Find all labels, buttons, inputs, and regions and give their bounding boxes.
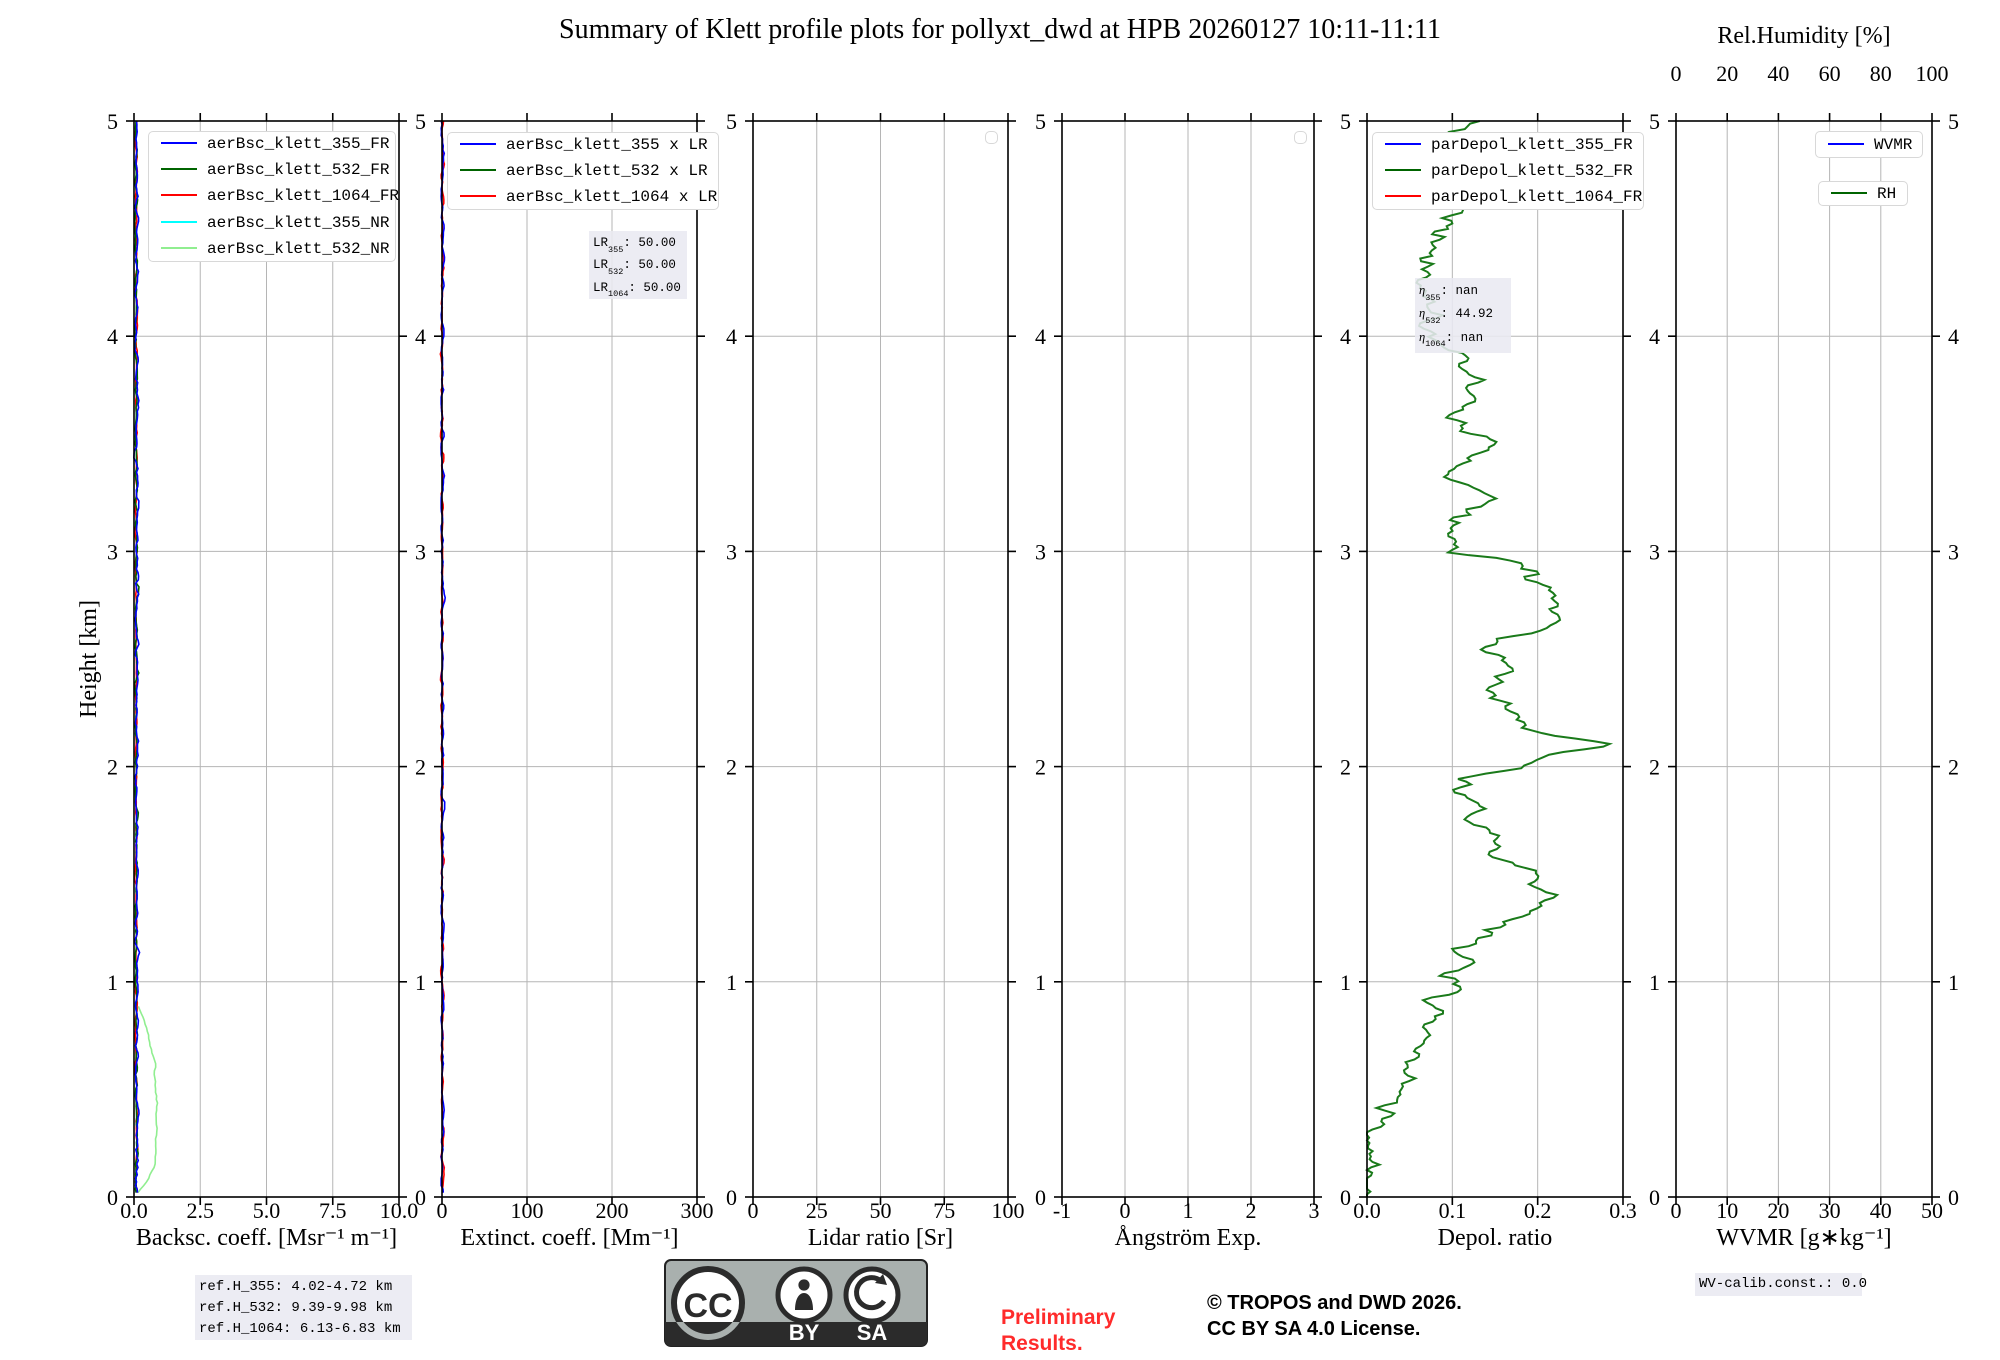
svg-text:75: 75 — [933, 1198, 955, 1223]
svg-text:Depol. ratio: Depol. ratio — [1438, 1225, 1553, 1251]
svg-text:BY: BY — [789, 1320, 820, 1345]
svg-text:5: 5 — [1649, 109, 1660, 134]
svg-text:4: 4 — [1948, 324, 1959, 349]
svg-text:Height [km]: Height [km] — [76, 600, 102, 718]
svg-text:4: 4 — [1035, 324, 1046, 349]
svg-text:0.3: 0.3 — [1609, 1198, 1637, 1223]
svg-text:1: 1 — [415, 970, 426, 995]
svg-text:0: 0 — [1948, 1185, 1959, 1210]
svg-text:0: 0 — [1340, 1185, 1351, 1210]
svg-text:0: 0 — [748, 1198, 759, 1223]
svg-text:3: 3 — [415, 539, 426, 564]
svg-text:SA: SA — [857, 1320, 888, 1345]
svg-text:40: 40 — [1767, 61, 1789, 86]
svg-text:0: 0 — [415, 1185, 426, 1210]
svg-text:0: 0 — [1035, 1185, 1046, 1210]
svg-text:20: 20 — [1767, 1198, 1789, 1223]
svg-text:3: 3 — [726, 539, 737, 564]
svg-text:5: 5 — [1035, 109, 1046, 134]
svg-text:4: 4 — [1649, 324, 1660, 349]
svg-text:10: 10 — [1716, 1198, 1738, 1223]
svg-text:Backsc. coeff. [Msr⁻¹ m⁻¹]: Backsc. coeff. [Msr⁻¹ m⁻¹] — [136, 1225, 397, 1251]
svg-text:2: 2 — [1649, 755, 1660, 780]
svg-text:60: 60 — [1819, 61, 1841, 86]
svg-text:Lidar ratio [Sr]: Lidar ratio [Sr] — [808, 1225, 953, 1251]
svg-text:0: 0 — [1671, 1198, 1682, 1223]
svg-text:20: 20 — [1716, 61, 1738, 86]
svg-text:7.5: 7.5 — [319, 1198, 347, 1223]
svg-text:5: 5 — [1948, 109, 1959, 134]
svg-text:100: 100 — [1916, 61, 1949, 86]
svg-text:1: 1 — [1183, 1198, 1194, 1223]
svg-text:1: 1 — [1340, 970, 1351, 995]
svg-text:300: 300 — [681, 1198, 714, 1223]
svg-text:1: 1 — [1649, 970, 1660, 995]
svg-text:40: 40 — [1870, 1198, 1892, 1223]
svg-text:10.0: 10.0 — [380, 1198, 419, 1223]
svg-text:2: 2 — [415, 755, 426, 780]
svg-text:2: 2 — [1246, 1198, 1257, 1223]
svg-text:3: 3 — [1948, 539, 1959, 564]
svg-text:4: 4 — [726, 324, 737, 349]
svg-text:100: 100 — [992, 1198, 1025, 1223]
svg-text:50: 50 — [870, 1198, 892, 1223]
svg-text:5: 5 — [1340, 109, 1351, 134]
svg-text:4: 4 — [1340, 324, 1351, 349]
svg-text:1: 1 — [1948, 970, 1959, 995]
svg-text:3: 3 — [1340, 539, 1351, 564]
svg-text:5: 5 — [415, 109, 426, 134]
svg-text:200: 200 — [596, 1198, 629, 1223]
svg-text:3: 3 — [1649, 539, 1660, 564]
svg-text:0: 0 — [1649, 1185, 1660, 1210]
svg-text:2: 2 — [1340, 755, 1351, 780]
svg-text:3: 3 — [1035, 539, 1046, 564]
svg-text:2: 2 — [1035, 755, 1046, 780]
svg-text:80: 80 — [1870, 61, 1892, 86]
svg-text:5: 5 — [726, 109, 737, 134]
svg-text:CC: CC — [683, 1287, 732, 1325]
svg-text:1: 1 — [107, 970, 118, 995]
svg-text:0.1: 0.1 — [1439, 1198, 1467, 1223]
svg-text:1: 1 — [1035, 970, 1046, 995]
svg-text:50: 50 — [1921, 1198, 1943, 1223]
svg-text:0.0: 0.0 — [1353, 1198, 1381, 1223]
svg-text:0: 0 — [437, 1198, 448, 1223]
svg-text:2: 2 — [1948, 755, 1959, 780]
svg-text:0: 0 — [1671, 61, 1682, 86]
svg-text:2.5: 2.5 — [187, 1198, 215, 1223]
svg-text:0.2: 0.2 — [1524, 1198, 1552, 1223]
svg-text:0: 0 — [107, 1185, 118, 1210]
svg-text:Extinct. coeff. [Mm⁻¹]: Extinct. coeff. [Mm⁻¹] — [460, 1225, 678, 1251]
svg-text:2: 2 — [726, 755, 737, 780]
svg-text:3: 3 — [107, 539, 118, 564]
svg-text:30: 30 — [1819, 1198, 1841, 1223]
svg-text:1: 1 — [726, 970, 737, 995]
svg-text:100: 100 — [511, 1198, 544, 1223]
svg-text:5.0: 5.0 — [253, 1198, 281, 1223]
svg-text:2: 2 — [107, 755, 118, 780]
svg-text:0: 0 — [726, 1185, 737, 1210]
svg-text:25: 25 — [806, 1198, 828, 1223]
svg-text:-1: -1 — [1053, 1198, 1071, 1223]
svg-text:0.0: 0.0 — [120, 1198, 148, 1223]
svg-text:3: 3 — [1309, 1198, 1320, 1223]
svg-text:5: 5 — [107, 109, 118, 134]
svg-text:Ångström Exp.: Ångström Exp. — [1115, 1225, 1262, 1251]
svg-text:4: 4 — [415, 324, 426, 349]
svg-text:0: 0 — [1120, 1198, 1131, 1223]
svg-text:4: 4 — [107, 324, 118, 349]
svg-text:WVMR [g∗kg⁻¹]: WVMR [g∗kg⁻¹] — [1716, 1225, 1891, 1251]
